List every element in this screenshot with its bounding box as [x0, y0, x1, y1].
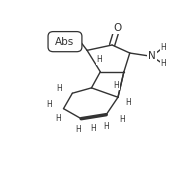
Text: N: N	[148, 51, 156, 61]
Text: H: H	[103, 122, 109, 131]
Text: H: H	[55, 114, 61, 123]
Text: H: H	[90, 124, 96, 133]
Text: H: H	[56, 84, 62, 93]
Text: H: H	[75, 125, 81, 134]
Text: H: H	[119, 115, 125, 124]
Text: H: H	[125, 98, 131, 107]
FancyBboxPatch shape	[48, 32, 82, 52]
Text: Abs: Abs	[55, 37, 75, 47]
Text: H: H	[47, 100, 52, 109]
Text: H: H	[96, 55, 102, 64]
Text: H: H	[114, 81, 119, 90]
Text: H: H	[160, 43, 166, 52]
Text: H: H	[160, 59, 166, 68]
Text: O: O	[113, 23, 121, 33]
